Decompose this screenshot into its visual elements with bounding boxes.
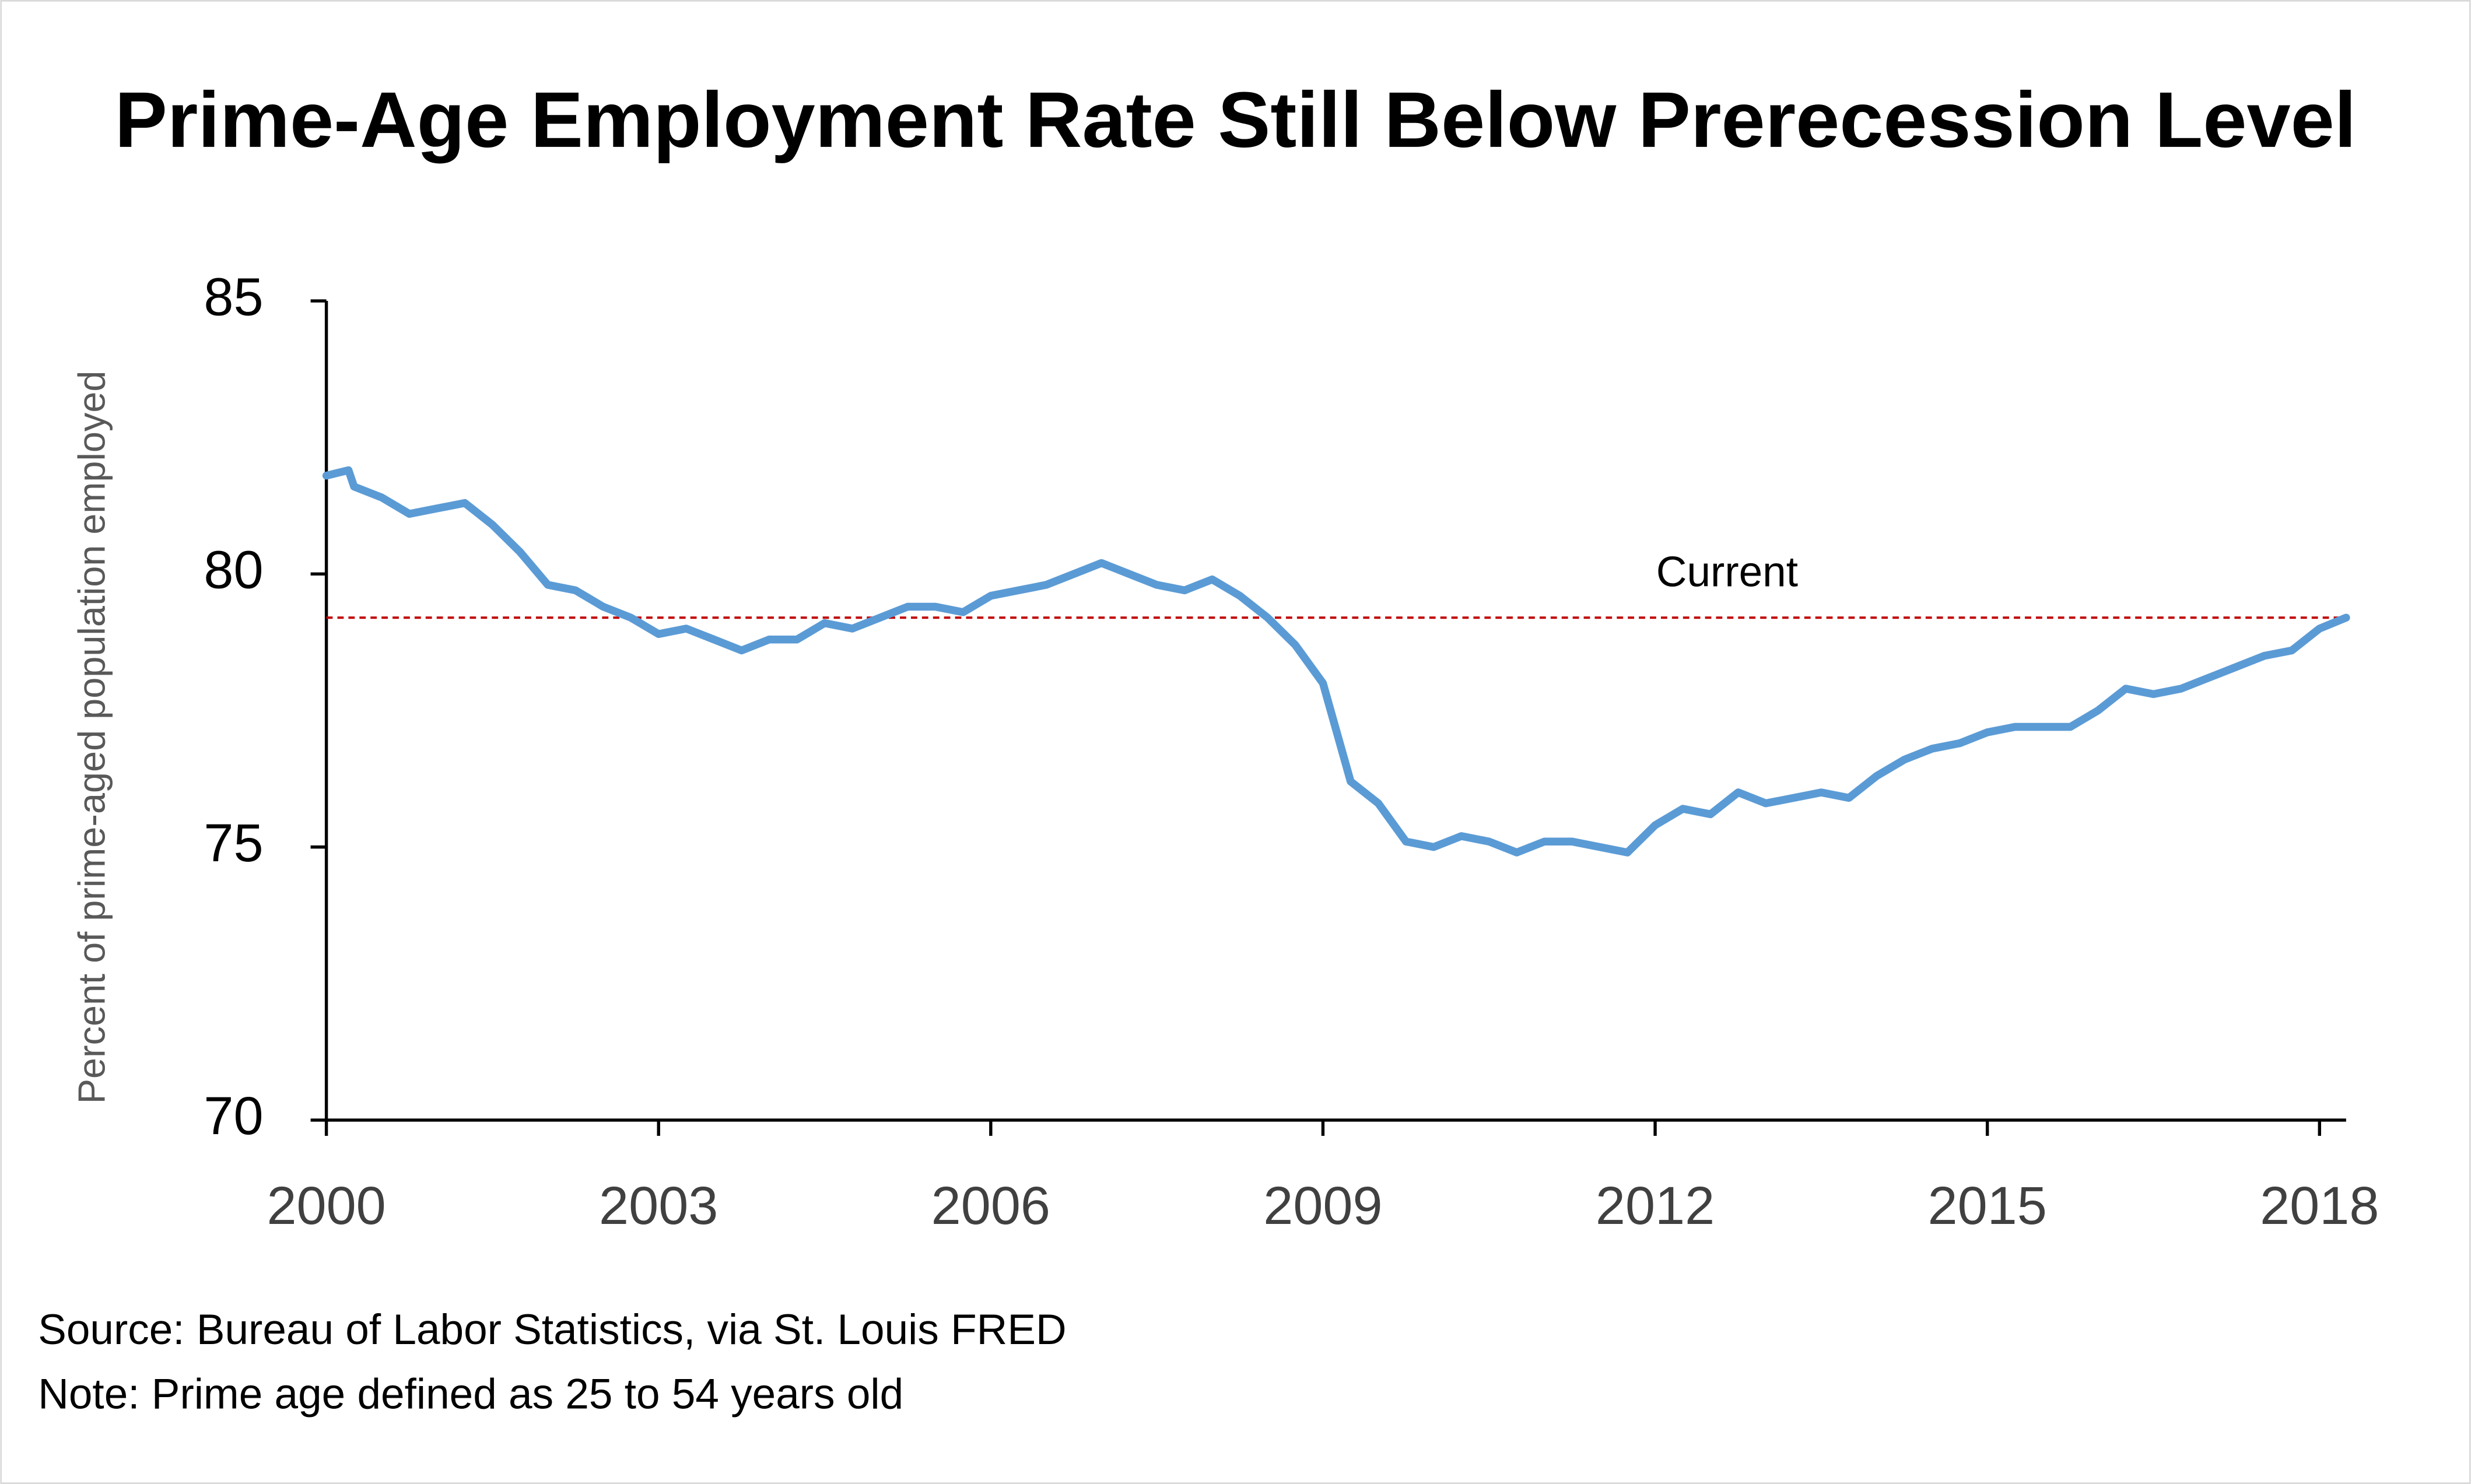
- x-tick-label: 2009: [1263, 1176, 1382, 1236]
- data-line: [322, 466, 2350, 857]
- x-tick-label: 2003: [599, 1176, 718, 1236]
- x-tick-label: 2015: [1927, 1176, 2046, 1236]
- y-tick-label: 80: [204, 541, 263, 600]
- note: Note: Prime age defined as 25 to 54 year…: [38, 1371, 903, 1418]
- x-tick-label: 2000: [267, 1176, 385, 1236]
- y-axis-label: Percent of prime-aged population employe…: [71, 371, 113, 1104]
- source: Source: Bureau of Labor Statistics, via …: [38, 1306, 1066, 1353]
- y-tick-label: 70: [204, 1086, 263, 1146]
- chart-title: Prime-Age Employment Rate Still Below Pr…: [115, 76, 2357, 164]
- x-tick-label: 2018: [2260, 1176, 2379, 1236]
- y-tick-label: 85: [204, 267, 263, 327]
- y-tick-label: 75: [204, 813, 263, 873]
- x-tick-label: 2012: [1596, 1176, 1715, 1236]
- reference-label: Current: [1656, 549, 1798, 596]
- x-tick-label: 2006: [931, 1176, 1050, 1236]
